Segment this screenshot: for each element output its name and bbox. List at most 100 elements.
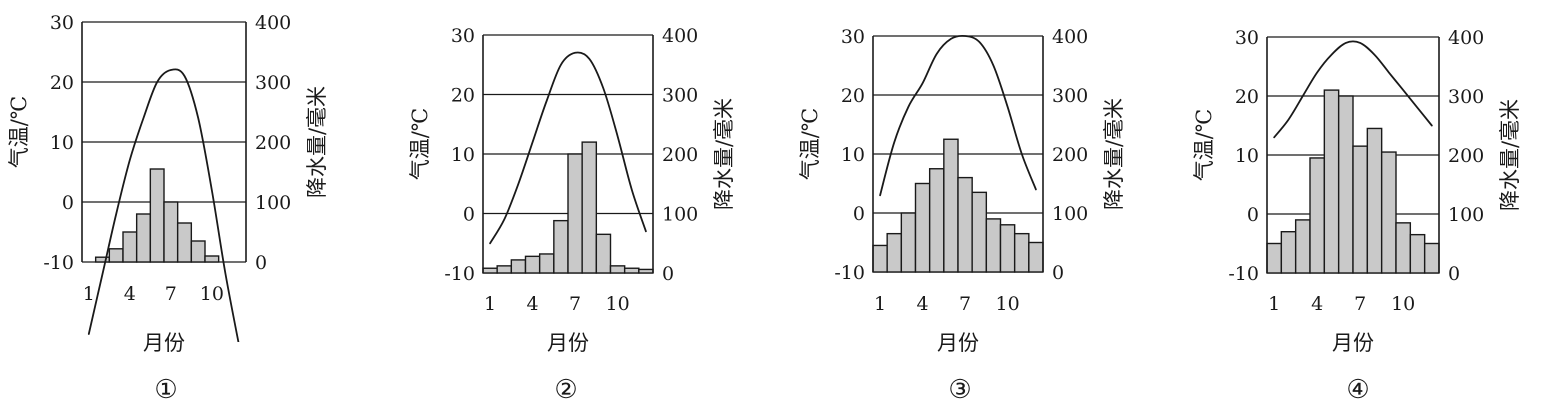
x-tick-label: 4 <box>124 283 136 305</box>
x-tick-label: 7 <box>1354 293 1366 315</box>
right-tick-label: 300 <box>255 72 291 94</box>
precipitation-bar-month-7 <box>957 176 973 273</box>
left-axis-title: 气温/℃ <box>7 96 31 169</box>
x-axis-title: 月份 <box>547 331 589 355</box>
precipitation-bar-month-3 <box>108 248 124 263</box>
precipitation-bar-month-2 <box>496 265 513 274</box>
precipitation-bar-month-11 <box>1013 232 1030 273</box>
x-tick-label: 7 <box>959 293 971 315</box>
precipitation-bar-month-11 <box>623 267 640 274</box>
precipitation-bar-month-8 <box>581 141 598 274</box>
precipitation-bar-month-10 <box>1395 222 1412 274</box>
precipitation-bar-month-7 <box>163 201 179 263</box>
left-tick-label: 30 <box>451 25 475 47</box>
precipitation-bar-month-7 <box>567 153 583 274</box>
precipitation-bar-month-5 <box>135 213 152 263</box>
right-tick-label: 400 <box>1052 26 1088 48</box>
precipitation-bar-month-12 <box>1028 241 1044 273</box>
precipitation-bar-month-4 <box>914 182 931 273</box>
precipitation-bar-month-8 <box>971 191 988 273</box>
left-tick-label: 0 <box>853 203 865 225</box>
x-tick-label: 10 <box>200 283 224 305</box>
right-axis-title: 降水量/毫米 <box>712 98 736 210</box>
precipitation-bar-month-9 <box>1380 151 1397 274</box>
precipitation-bar-month-12 <box>638 268 654 274</box>
precipitation-bar-month-6 <box>943 138 959 273</box>
precipitation-bar-month-3 <box>900 212 917 273</box>
right-axis-title: 降水量/毫米 <box>1498 99 1522 211</box>
precipitation-bar-month-5 <box>1323 89 1340 274</box>
x-tick-label: 10 <box>1391 293 1415 315</box>
right-tick-label: 0 <box>1448 263 1460 285</box>
right-axis-title: 降水量/毫米 <box>305 86 329 198</box>
precipitation-bar-month-6 <box>553 219 569 274</box>
x-tick-label: 4 <box>1311 293 1323 315</box>
right-tick-label: 100 <box>255 192 291 214</box>
left-tick-label: 10 <box>50 132 74 154</box>
precipitation-bar-month-8 <box>176 222 193 263</box>
precipitation-bar-month-6 <box>1337 95 1354 274</box>
precipitation-bar-month-1 <box>482 267 498 274</box>
x-tick-label: 1 <box>874 293 886 315</box>
precipitation-bar-month-9 <box>595 233 612 274</box>
precipitation-bar-month-6 <box>149 168 165 263</box>
chart-number-label: ① <box>154 375 177 405</box>
right-tick-label: 200 <box>255 132 291 154</box>
left-tick-label: 20 <box>451 85 475 107</box>
x-tick-label: 4 <box>527 293 539 315</box>
right-tick-label: 200 <box>1052 144 1088 166</box>
x-tick-label: 10 <box>995 293 1019 315</box>
x-tick-label: 1 <box>1268 293 1280 315</box>
precipitation-bar-month-1 <box>1266 242 1283 274</box>
precipitation-bar-month-10 <box>609 265 626 274</box>
precipitation-bar-month-10 <box>999 224 1016 273</box>
left-tick-label: 10 <box>841 144 865 166</box>
right-tick-label: 300 <box>1052 85 1088 107</box>
x-tick-label: 7 <box>165 283 177 305</box>
left-tick-label: 0 <box>1247 204 1259 226</box>
right-tick-label: 200 <box>1448 145 1484 167</box>
right-tick-label: 0 <box>255 252 267 274</box>
right-tick-label: 100 <box>1052 203 1088 225</box>
precipitation-bar-month-9 <box>190 240 206 263</box>
chart-number-label: ② <box>554 375 577 405</box>
x-tick-label: 7 <box>569 293 581 315</box>
precipitation-bar-month-10 <box>204 255 220 263</box>
precipitation-bar-month-3 <box>510 259 527 274</box>
left-tick-label: 20 <box>1235 86 1259 108</box>
precipitation-bar-month-5 <box>538 253 555 274</box>
left-tick-label: 30 <box>50 12 74 34</box>
precipitation-bar-month-4 <box>1309 157 1326 274</box>
left-tick-label: -10 <box>444 263 475 285</box>
left-axis-title: 气温/℃ <box>408 108 432 181</box>
x-axis-title: 月份 <box>937 331 979 355</box>
left-tick-label: -10 <box>834 262 865 284</box>
x-axis-title: 月份 <box>143 331 185 355</box>
left-tick-label: 20 <box>841 85 865 107</box>
left-tick-label: 10 <box>1235 145 1259 167</box>
right-tick-label: 300 <box>1448 86 1484 108</box>
left-axis-title: 气温/℃ <box>798 108 822 181</box>
left-tick-label: -10 <box>1228 263 1259 285</box>
precipitation-bar-month-12 <box>1423 242 1440 274</box>
temperature-line <box>87 68 240 342</box>
temperature-line <box>489 51 647 245</box>
chart-number-label: ③ <box>948 375 971 405</box>
precipitation-bar-month-2 <box>1280 230 1297 274</box>
precipitation-bar-month-9 <box>985 218 1002 273</box>
left-tick-label: 20 <box>50 72 74 94</box>
right-tick-label: 300 <box>662 85 698 107</box>
right-tick-label: 100 <box>662 204 698 226</box>
right-tick-label: 400 <box>1448 27 1484 49</box>
temperature-line <box>1273 40 1433 139</box>
left-tick-label: -10 <box>43 252 74 274</box>
x-axis-title: 月份 <box>1332 331 1374 355</box>
x-tick-label: 4 <box>917 293 929 315</box>
precipitation-bar-month-7 <box>1352 145 1369 274</box>
left-tick-label: 0 <box>62 192 74 214</box>
right-tick-label: 100 <box>1448 204 1484 226</box>
